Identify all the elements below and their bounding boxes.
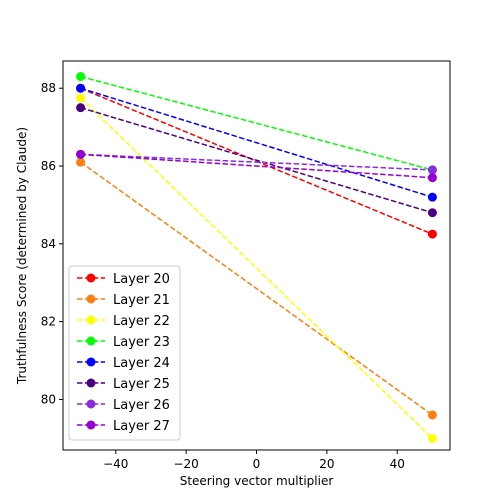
y-tick-label-0: 80 — [41, 392, 56, 406]
data-point — [427, 433, 437, 443]
series-line — [80, 153, 433, 171]
legend-label: Layer 26 — [113, 398, 170, 413]
legend-marker — [86, 336, 96, 346]
x-tick-label-4: 40 — [390, 457, 405, 471]
series-26 — [76, 149, 437, 175]
data-point — [427, 165, 437, 175]
x-tick-label-2: 0 — [253, 457, 261, 471]
data-point — [427, 229, 437, 239]
series-line — [80, 87, 433, 235]
data-point — [427, 410, 437, 420]
y-tick-label-2: 84 — [41, 237, 56, 251]
legend-label: Layer 20 — [113, 272, 170, 287]
legend-item: Layer 27 — [77, 419, 170, 434]
series-25 — [76, 103, 437, 218]
legend-marker — [86, 273, 96, 283]
series-line — [80, 75, 433, 171]
series-line — [80, 97, 433, 439]
series-24 — [76, 83, 437, 202]
legend-label: Layer 24 — [113, 356, 170, 371]
legend-label: Layer 22 — [113, 314, 170, 329]
legend-item: Layer 22 — [77, 314, 170, 329]
data-point — [76, 83, 86, 93]
y-tick-label-1: 82 — [41, 315, 56, 329]
y-tick-label-3: 86 — [41, 159, 56, 173]
data-point — [427, 173, 437, 183]
x-tick-label-3: 20 — [319, 457, 334, 471]
legend-box — [68, 265, 181, 441]
y-axis-label: Truthfulness Score (determined by Claude… — [15, 127, 29, 385]
legend-item: Layer 20 — [77, 272, 170, 287]
legend-item: Layer 24 — [77, 356, 170, 371]
series-line — [80, 106, 433, 214]
x-tick-label-1: −20 — [173, 457, 198, 471]
legend-label: Layer 27 — [113, 419, 170, 434]
data-point — [76, 72, 86, 82]
series-line — [80, 153, 433, 179]
series-27 — [76, 149, 437, 183]
legend-item: Layer 26 — [77, 398, 170, 413]
legend-item: Layer 21 — [77, 293, 170, 308]
data-point — [427, 208, 437, 218]
legend-marker — [86, 294, 96, 304]
data-point — [427, 192, 437, 202]
series-22 — [76, 93, 437, 443]
x-tick-label-0: −40 — [103, 457, 128, 471]
legend-marker — [86, 315, 96, 325]
data-point — [76, 93, 86, 103]
data-point — [76, 103, 86, 113]
legend-marker — [86, 420, 96, 430]
legend-item: Layer 23 — [77, 335, 170, 350]
series-20 — [76, 83, 437, 239]
series-line — [80, 87, 433, 198]
legend-marker — [86, 399, 96, 409]
y-tick-label-4: 88 — [41, 81, 56, 95]
data-point — [76, 157, 86, 167]
data-point — [76, 149, 86, 159]
legend-label: Layer 23 — [113, 335, 170, 350]
legend-label: Layer 25 — [113, 377, 170, 392]
legend-marker — [86, 378, 96, 388]
x-axis-ticks: −40 −20 0 20 40 — [103, 450, 405, 471]
legend: Layer 20 Layer 21 Layer 22 Layer 23 Layer 24… — [68, 265, 181, 441]
legend-item: Layer 25 — [77, 377, 170, 392]
y-axis-ticks: 80 82 84 86 88 — [41, 81, 63, 406]
series-layer — [76, 72, 437, 443]
legend-label: Layer 21 — [113, 293, 170, 308]
series-line — [80, 161, 433, 416]
legend-marker — [86, 357, 96, 367]
x-axis-label: Steering vector multiplier — [180, 474, 334, 488]
series-21 — [76, 157, 437, 420]
